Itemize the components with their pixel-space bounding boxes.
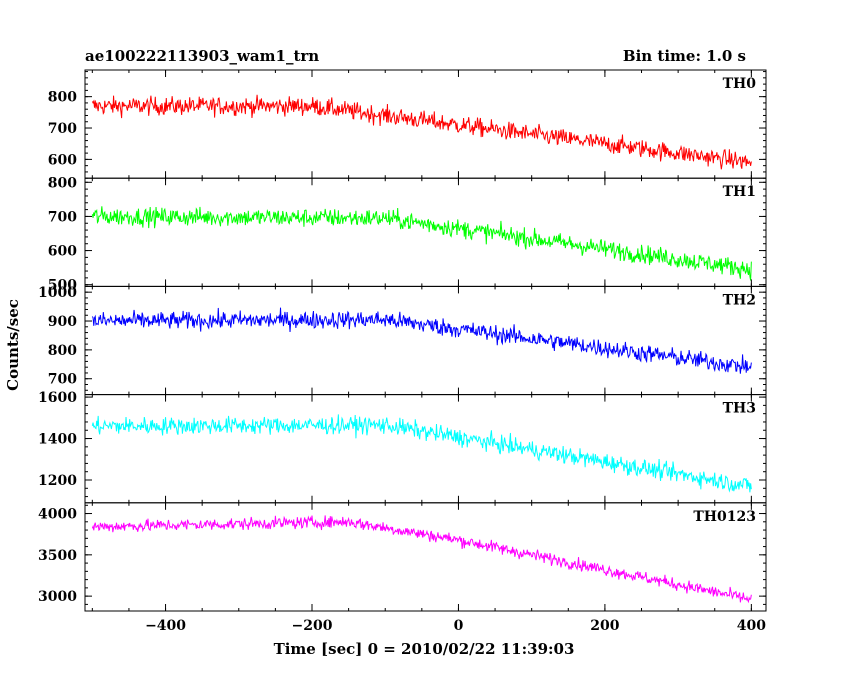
- series-line-th1: [91, 206, 752, 281]
- panel-frame: [84, 69, 767, 179]
- panel-label-th2: TH2: [723, 292, 756, 308]
- y-tick-label: 700: [48, 372, 77, 388]
- panel-th1: 500 600 700 800 TH1: [48, 175, 767, 294]
- panel-th0: 600 700 800 TH0: [48, 69, 767, 179]
- panel-th0123: 3000 3500 4000 TH0123: [38, 502, 767, 612]
- panel-frame: [84, 394, 767, 504]
- panel-th3: 1200 1400 1600 TH3: [38, 390, 767, 504]
- panel-label-th0: TH0: [723, 76, 757, 92]
- x-tick-label: 200: [590, 618, 619, 634]
- x-tick-label: 400: [737, 618, 766, 634]
- x-tick-label: 0: [454, 618, 464, 634]
- series-line-th2: [91, 307, 752, 374]
- y-tick-label: 800: [48, 343, 77, 359]
- series-line-th0: [91, 94, 752, 170]
- y-tick-label: 500: [48, 278, 77, 294]
- series-line-th3: [91, 414, 752, 493]
- y-tick-label: 1600: [38, 390, 77, 406]
- y-tick-label: 1200: [38, 473, 77, 489]
- y-tick-label: 4000: [38, 507, 77, 523]
- y-tick-label: 600: [48, 244, 77, 260]
- panel-frame: [84, 502, 767, 612]
- y-tick-label: 700: [48, 121, 77, 137]
- panel-label-th0123: TH0123: [693, 509, 756, 525]
- panel-label-th3: TH3: [723, 401, 756, 417]
- y-tick-label: 3000: [38, 589, 77, 605]
- y-tick-label: 1400: [38, 432, 77, 448]
- series-line-th0123: [91, 515, 752, 604]
- x-tick-label: −400: [145, 618, 186, 634]
- chart-title: ae100222113903_wam1_trn: [85, 47, 319, 65]
- x-axis-title: Time [sec] 0 = 2010/02/22 11:39:03: [274, 640, 575, 658]
- x-tick-label: −200: [292, 618, 333, 634]
- y-tick-label: 700: [48, 209, 77, 225]
- panels: 600 700 800 TH0 500 600 700 800 TH1 700 800 900 1000…: [38, 69, 767, 634]
- y-axis-title: Counts/sec: [4, 299, 22, 391]
- panel-label-th1: TH1: [723, 184, 756, 200]
- y-tick-label: 1000: [38, 285, 77, 301]
- y-tick-label: 600: [48, 152, 77, 168]
- y-tick-label: 900: [48, 314, 77, 330]
- y-tick-label: 3500: [38, 548, 77, 564]
- y-tick-label: 800: [48, 90, 77, 106]
- bin-time-label: Bin time: 1.0 s: [623, 47, 746, 65]
- panel-frame: [84, 285, 767, 396]
- y-tick-label: 800: [48, 175, 77, 191]
- panel-th2: 700 800 900 1000 TH2: [38, 285, 767, 396]
- panel-frame: [84, 177, 767, 287]
